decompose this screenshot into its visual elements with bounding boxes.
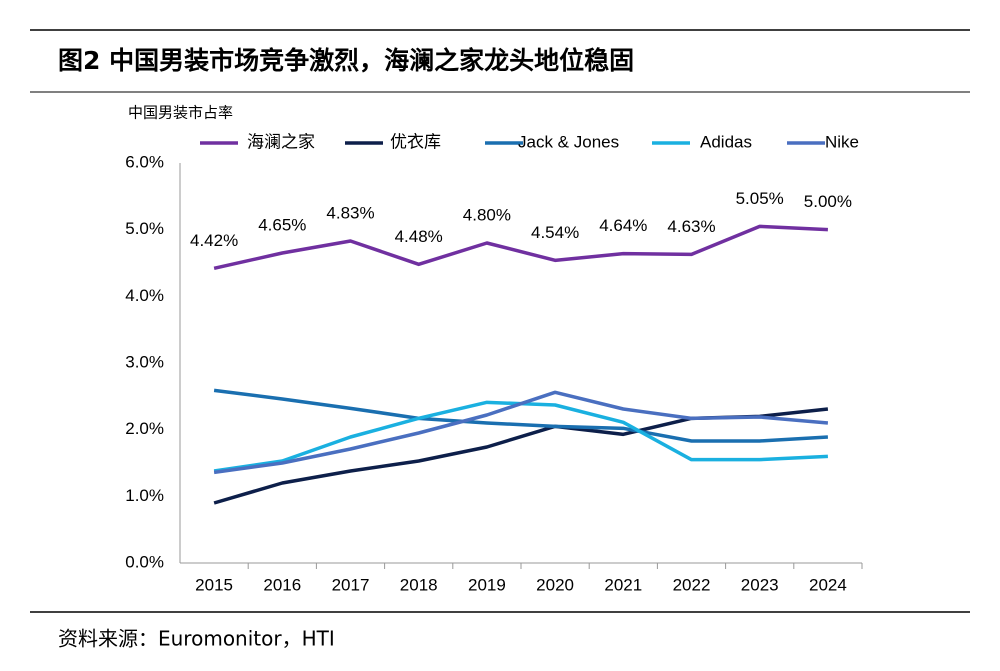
- data-label: 4.42%: [190, 231, 238, 250]
- y-axis-label: 中国男装市占率: [128, 104, 233, 122]
- x-tick-label: 2024: [809, 575, 847, 594]
- y-tick-label: 0.0%: [125, 552, 164, 571]
- data-label: 4.83%: [326, 203, 374, 222]
- series-line: [213, 390, 829, 475]
- y-tick-label: 5.0%: [125, 219, 164, 238]
- data-label: 5.00%: [804, 192, 852, 211]
- y-tick-label: 4.0%: [125, 286, 164, 305]
- legend-label: 优衣库: [390, 132, 441, 151]
- data-label: 4.54%: [531, 223, 579, 242]
- legend-label: Jack & Jones: [518, 132, 619, 151]
- x-tick-label: 2020: [536, 575, 574, 594]
- chart-title: 图2 中国男装市场竞争激烈，海澜之家龙头地位稳固: [58, 46, 634, 75]
- data-label: 4.80%: [463, 205, 511, 224]
- data-label: 4.64%: [599, 216, 647, 235]
- x-tick-label: 2016: [263, 575, 301, 594]
- y-tick-label: 3.0%: [125, 352, 164, 371]
- y-tick-label: 1.0%: [125, 486, 164, 505]
- data-label: 4.63%: [667, 217, 715, 236]
- x-tick-label: 2019: [468, 575, 506, 594]
- x-tick-label: 2022: [673, 575, 711, 594]
- x-tick-label: 2021: [604, 575, 642, 594]
- legend-label: Nike: [825, 132, 859, 151]
- y-tick-label: 2.0%: [125, 419, 164, 438]
- legend-label: 海澜之家: [247, 132, 315, 151]
- data-label: 4.48%: [395, 227, 443, 246]
- series-line: [213, 224, 828, 271]
- x-tick-label: 2018: [400, 575, 438, 594]
- x-tick-label: 2023: [741, 575, 779, 594]
- series-line: [213, 388, 829, 443]
- x-tick-label: 2017: [332, 575, 370, 594]
- x-tick-label: 2015: [195, 575, 233, 594]
- legend-label: Adidas: [700, 132, 752, 151]
- source-note: 资料来源：Euromonitor，HTI: [58, 627, 335, 651]
- data-label: 4.65%: [258, 215, 306, 234]
- data-label: 5.05%: [736, 189, 784, 208]
- y-tick-label: 6.0%: [125, 152, 164, 171]
